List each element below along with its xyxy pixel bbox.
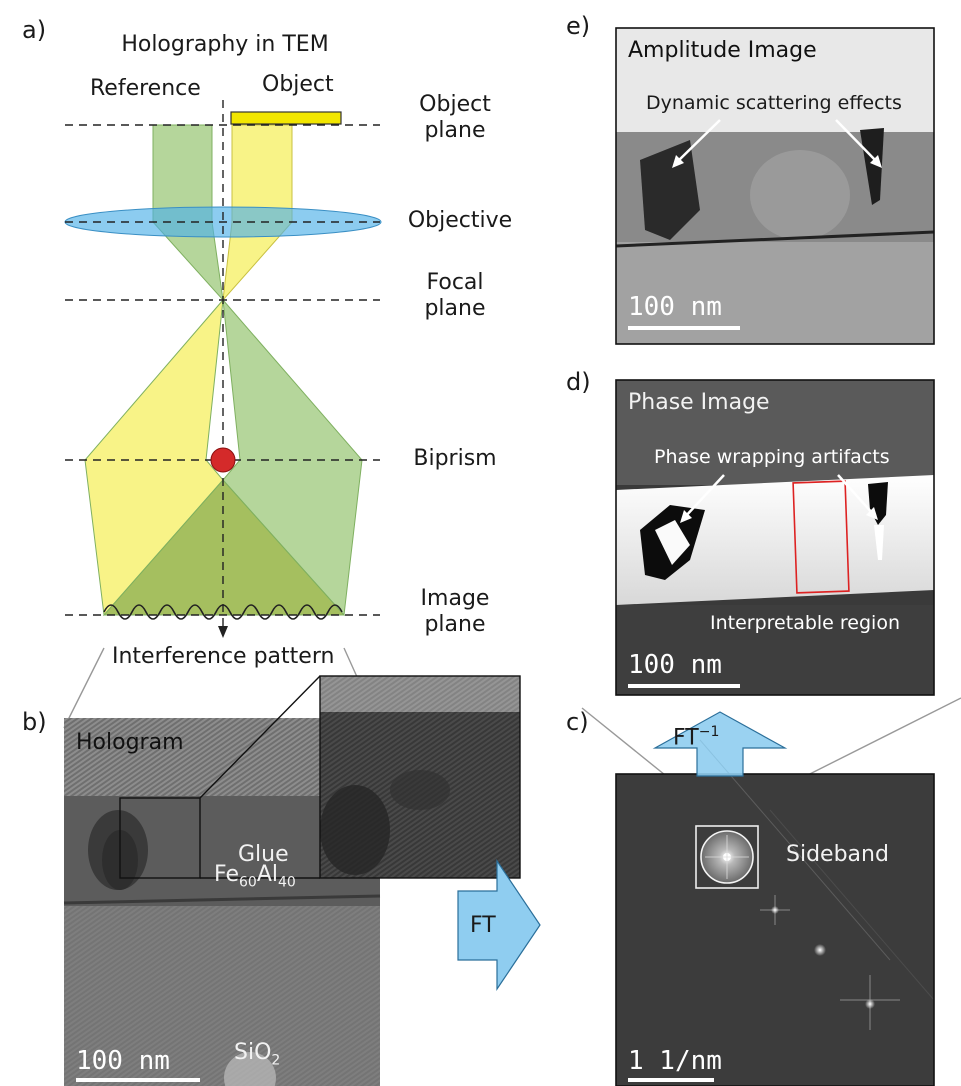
optic-axis-arrowhead [218,626,228,638]
biprism-wire [210,447,236,473]
glue-label: Glue [238,842,289,867]
panel-a-diagram [64,100,382,638]
fft-scalebar [628,1078,714,1082]
panel-e-amplitude-image [615,27,935,345]
hologram-scalebar [76,1078,200,1082]
panel-letter-e: e) [566,12,591,40]
interpretable-region-box [792,480,850,594]
hologram-zoom-inset [319,675,521,879]
hologram-zoom-box [119,797,201,879]
phase-wrapping-annotation: Phase wrapping artifacts [654,446,890,468]
hologram-title: Hologram [76,730,184,755]
hologram-scalebar-label: 100 nm [76,1046,170,1076]
panel-letter-a: a) [22,16,47,44]
amplitude-scalebar [628,326,740,330]
panel-c-fft-image [615,739,935,1086]
phase-title: Phase Image [628,390,770,415]
ift-arrow-shape [652,711,788,777]
reference-label: Reference [90,76,201,101]
alloy-label: Fe60Al40 [214,862,296,891]
phase-scalebar-label: 100 nm [628,650,722,680]
image-plane-label: Image plane [420,586,490,638]
interference-wave [103,604,343,620]
sideband-box [695,825,759,889]
interference-pattern-label: Interference pattern [112,644,335,669]
object-bar [230,111,342,125]
ft-arrow-label: FT [470,913,496,938]
panel-letter-b: b) [22,708,47,736]
dynamic-scattering-annotation: Dynamic scattering effects [646,92,902,114]
amplitude-scalebar-label: 100 nm [628,292,722,322]
biprism-label: Biprism [413,446,497,471]
panel-d-phase-image [615,379,935,696]
panel-letter-d: d) [566,368,591,396]
panel-letter-c: c) [566,708,589,736]
object-plane-label: Object plane [419,92,491,144]
phase-scalebar [628,684,740,688]
ft-arrow-shape [457,859,541,991]
sideband-label: Sideband [786,842,889,867]
substrate-label: SiO2 [234,1040,281,1069]
holography-title: Holography in TEM [121,32,329,57]
interpretable-region-label: Interpretable region [710,612,900,634]
focal-plane-label: Focal plane [424,270,486,322]
object-label: Object [262,72,334,97]
amplitude-title: Amplitude Image [628,38,817,63]
central-peak [814,944,826,956]
panel-b-hologram-image [63,675,381,1086]
ift-arrow-label: FT−1 [673,724,720,751]
objective-label: Objective [407,208,513,233]
fft-scalebar-label: 1 1/nm [628,1046,722,1076]
zoom-line-left [63,647,105,729]
